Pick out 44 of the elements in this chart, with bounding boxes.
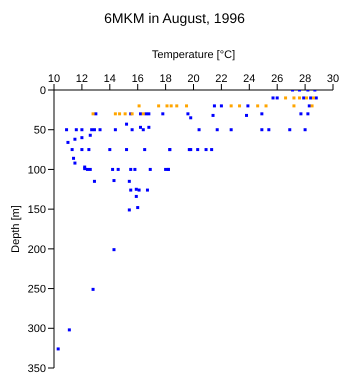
x-tick-label: 26 xyxy=(271,73,284,85)
x-tick-label: 20 xyxy=(187,73,200,85)
x-tick-label: 10 xyxy=(48,73,60,85)
y-tick-label: 250 xyxy=(28,283,46,296)
point xyxy=(238,104,242,108)
point xyxy=(92,112,95,116)
y-tick-label: 350 xyxy=(28,362,46,375)
point xyxy=(124,112,127,116)
point xyxy=(264,104,268,108)
point xyxy=(256,104,260,108)
point xyxy=(312,96,315,100)
point xyxy=(175,104,178,108)
point xyxy=(138,104,141,108)
point xyxy=(310,104,314,108)
y-tick-label: 0 xyxy=(40,84,46,97)
x-tick-label: 28 xyxy=(298,73,312,85)
point xyxy=(170,104,173,108)
x-tick-label: 30 xyxy=(326,73,340,85)
point xyxy=(230,104,233,108)
point xyxy=(304,96,308,100)
y-tick-label: 50 xyxy=(34,124,46,137)
y-tick-label: 150 xyxy=(28,204,46,216)
x-tick-label: 14 xyxy=(104,73,116,85)
point xyxy=(114,112,117,116)
point xyxy=(185,104,188,108)
point xyxy=(298,96,302,100)
x-tick-label: 18 xyxy=(159,73,172,85)
point xyxy=(118,112,122,116)
point xyxy=(292,96,296,100)
x-tick-label: 12 xyxy=(76,73,88,85)
point xyxy=(157,104,160,108)
chart-title: 6MKM in August, 1996 xyxy=(103,9,246,28)
point xyxy=(165,104,168,108)
point xyxy=(284,96,288,100)
x-axis-title: Temperature [°C] xyxy=(152,48,236,61)
y-tick-label: 200 xyxy=(28,244,46,256)
point xyxy=(292,104,296,108)
x-tick-label: 24 xyxy=(243,73,256,85)
x-tick-label: 16 xyxy=(132,73,144,85)
y-axis-title: Depth [m] xyxy=(10,205,22,253)
point xyxy=(142,112,145,116)
y-tick-label: 100 xyxy=(28,164,46,176)
x-tick-label: 22 xyxy=(215,73,228,85)
y-tick-label: 300 xyxy=(28,323,46,336)
